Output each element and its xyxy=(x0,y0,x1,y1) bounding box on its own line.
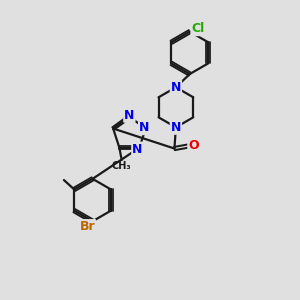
Text: O: O xyxy=(188,139,199,152)
Text: N: N xyxy=(139,121,149,134)
Text: Cl: Cl xyxy=(191,22,205,35)
Text: N: N xyxy=(171,81,181,94)
Text: Br: Br xyxy=(80,220,95,233)
Text: N: N xyxy=(124,109,135,122)
Text: N: N xyxy=(171,121,181,134)
Text: CH₃: CH₃ xyxy=(112,161,131,172)
Text: N: N xyxy=(132,142,142,156)
